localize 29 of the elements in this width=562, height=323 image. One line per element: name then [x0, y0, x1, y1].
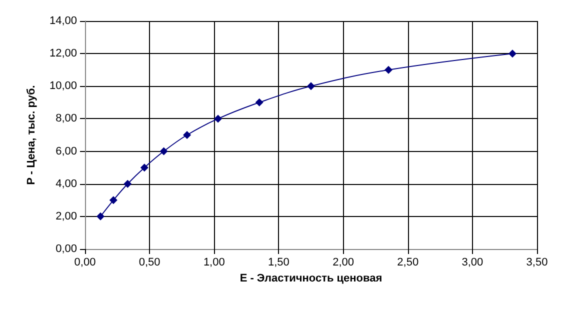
- y-tick-label: 14,00: [49, 15, 77, 27]
- point: [96, 212, 104, 220]
- point: [307, 82, 315, 90]
- point: [255, 98, 264, 106]
- point: [109, 196, 118, 204]
- x-tick-label: 2,00: [332, 256, 354, 268]
- x-tick-label: 2,50: [397, 256, 419, 268]
- x-tick-label: 3,50: [526, 256, 548, 268]
- y-tick-label: 8,00: [56, 112, 77, 125]
- point: [384, 66, 392, 74]
- y-tick-label: 2,00: [56, 210, 77, 222]
- y-tick-label: 0,00: [56, 243, 77, 255]
- point: [124, 180, 132, 188]
- y-tick-label: 4,00: [56, 178, 77, 190]
- point: [140, 164, 148, 172]
- x-axis-title: E - Эластичность ценовая: [240, 272, 382, 284]
- x-tick-label: 1,50: [268, 256, 290, 268]
- point: [183, 131, 192, 139]
- x-tick-label: 0,50: [138, 256, 160, 268]
- point: [160, 147, 168, 156]
- x-tick-label: 3,00: [462, 256, 484, 268]
- point: [508, 50, 516, 58]
- x-tick-label: 0,00: [74, 256, 96, 268]
- y-tick-label: 6,00: [56, 145, 77, 158]
- y-tick-label: 10,00: [49, 80, 77, 92]
- y-tick-label: 12,00: [49, 48, 77, 60]
- y-axis-title: P - Цена, тыс. руб.: [26, 85, 38, 185]
- x-tick-label: 1,00: [203, 256, 225, 268]
- point: [214, 114, 222, 123]
